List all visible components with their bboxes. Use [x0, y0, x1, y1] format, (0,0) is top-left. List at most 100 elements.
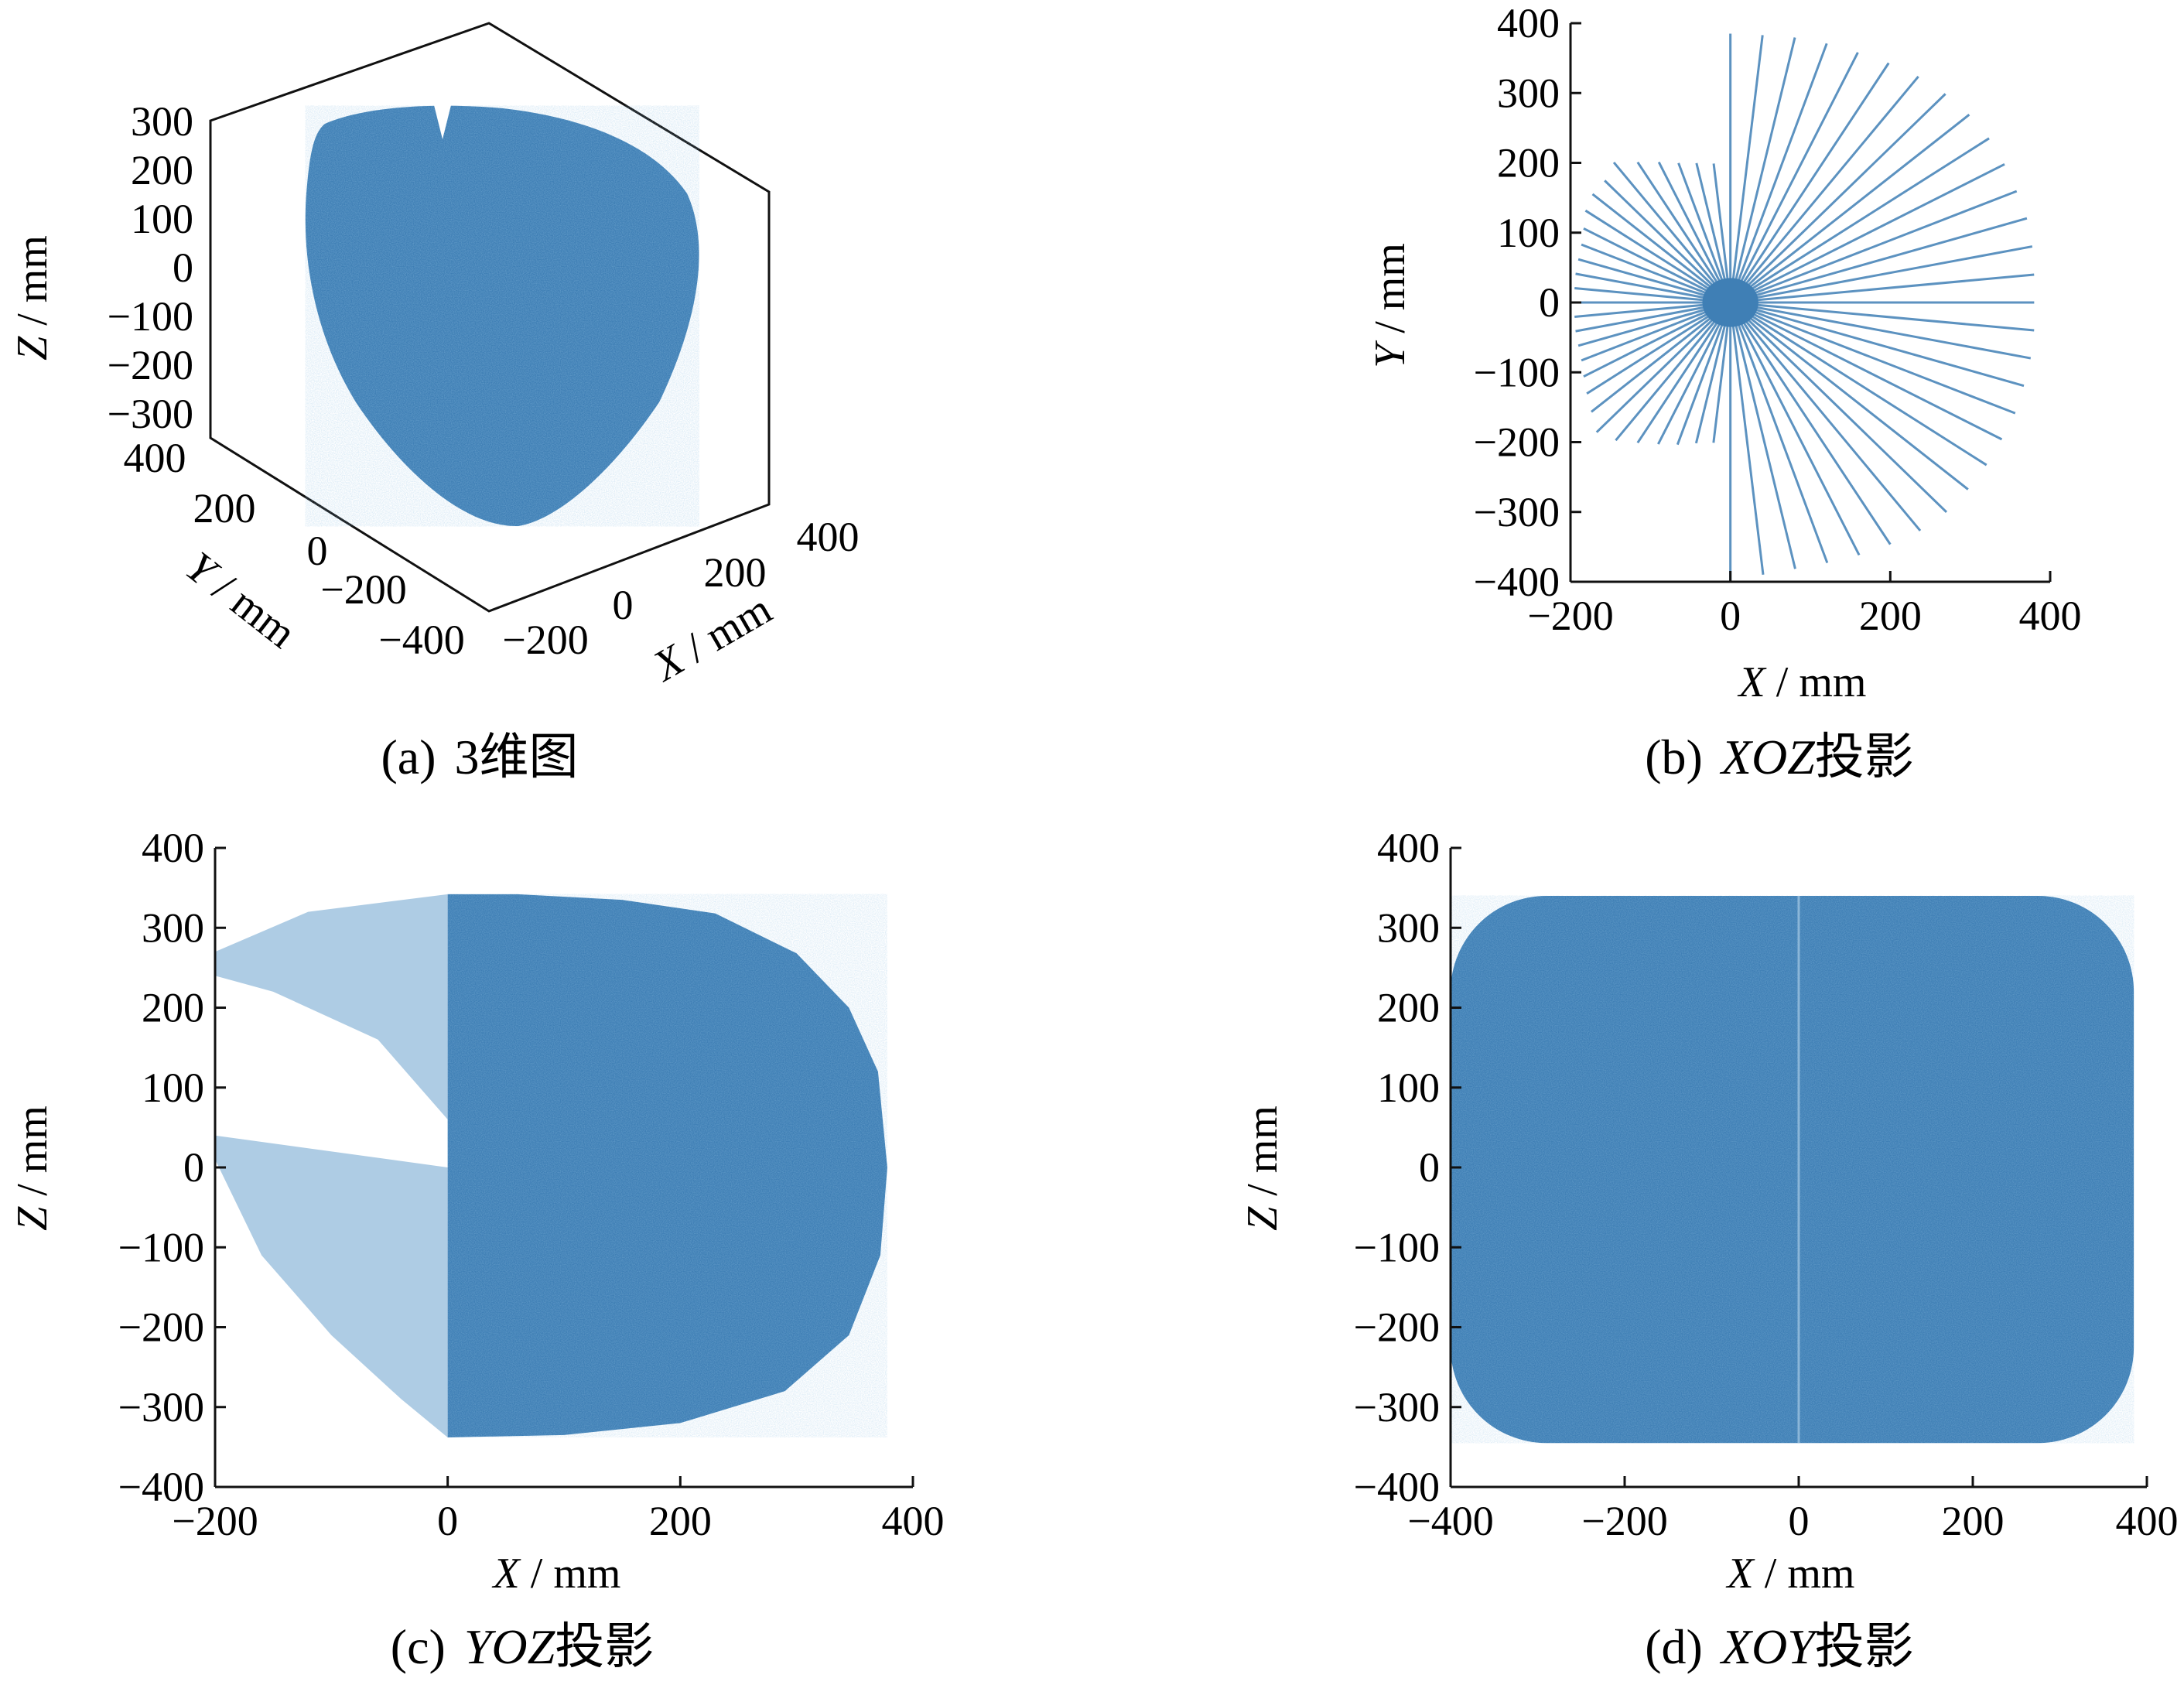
panel-a-y-tick-label: 400: [124, 435, 186, 481]
panel-b-ray: [1729, 301, 1948, 514]
panel-c-y-label: Z / mm: [9, 1106, 56, 1231]
panel-d-y-tick-label: −300: [1354, 1384, 1440, 1430]
panel-b-ray: [1729, 301, 2003, 441]
panel-a-notch: [433, 102, 452, 139]
panel-b-ray: [1730, 301, 2032, 360]
panel-a-y-tick-label: −400: [378, 617, 464, 663]
panel-b-ray: [1636, 161, 1731, 303]
panel-b-ray: [1584, 209, 1731, 304]
panel-b-plot-area: [1574, 33, 2035, 582]
panel-c-x-label: X / mm: [492, 1550, 621, 1598]
panel-c-x-tick-label: 0: [437, 1498, 458, 1544]
panel-b-ray: [1657, 302, 1732, 445]
panel-c-y-tick-label: 0: [183, 1144, 204, 1191]
panel-a-x-tick-label: 200: [704, 549, 767, 596]
panel-c-y-tick-label: −400: [118, 1464, 204, 1510]
panel-b-y-tick-label: −400: [1474, 559, 1560, 605]
panel-b-y-tick-label: 100: [1497, 210, 1560, 256]
panel-b-ray: [1729, 302, 1829, 563]
panel-d-y-tick-label: 400: [1377, 825, 1440, 871]
panel-a-y-tick-label: −200: [320, 566, 406, 613]
panel-c-x-tick-label: 400: [882, 1498, 945, 1544]
panel-b-ray: [1604, 179, 1731, 304]
panel-b-caption: (b) XOZ投影: [1645, 730, 1914, 784]
panel-d-y-tick-label: −100: [1354, 1224, 1440, 1270]
panel-b-ray: [1615, 302, 1731, 442]
panel-b-ray: [1583, 227, 1731, 304]
panel-b-ray: [1729, 162, 2005, 304]
panel-b-ray: [1729, 93, 1946, 304]
panel-c-x-tick-label: 200: [649, 1498, 712, 1544]
panel-b-ray: [1729, 302, 1765, 576]
panel-d-plot-area: [1451, 895, 2134, 1444]
panel-c-y-tick-label: 400: [142, 825, 204, 871]
panel-a-x-tick-label: −200: [502, 617, 588, 663]
panel-d-x-tick-label: −200: [1581, 1498, 1667, 1544]
panel-b-ray: [1729, 62, 1890, 303]
panel-b-y-tick-label: 400: [1497, 0, 1560, 46]
panel-b-ray: [1729, 137, 1990, 304]
panel-d-y-tick-label: 100: [1377, 1065, 1440, 1111]
panel-a-x-tick-label: 0: [613, 582, 634, 628]
panel-c-ticks: −200 0 200 400 −400 −300 −200 −100 0 100 200 300 400: [118, 825, 945, 1544]
panel-d-x-tick-label: 200: [1942, 1498, 2005, 1544]
panel-b-y-tick-label: 0: [1539, 279, 1560, 326]
panel-c-y-tick-label: −100: [118, 1224, 204, 1270]
panel-c-point-texture: [447, 894, 887, 1437]
panel-a-box: [209, 22, 771, 613]
panel-a-z-tick-label: 0: [173, 244, 193, 291]
panel-a-z-tick-label: −300: [108, 391, 193, 437]
panel-b-y-tick-label: −300: [1474, 489, 1560, 535]
panel-b-hub: [1702, 278, 1758, 327]
panel-c-plot-area: [215, 894, 887, 1437]
panel-b: −200 0 200 400 −400 −300 −200 −100 0 100 200 300 400…: [1366, 0, 2082, 784]
panel-b-ray: [1729, 302, 1922, 531]
panel-a-y-label: Y / mm: [176, 543, 305, 658]
panel-b-ray: [1729, 43, 1828, 303]
panel-d-y-tick-label: 0: [1419, 1144, 1440, 1191]
panel-b-ray: [1595, 301, 1731, 433]
panel-b-x-tick-label: −200: [1527, 593, 1613, 639]
panel-b-ray: [1657, 161, 1732, 303]
panel-b-ray: [1729, 302, 1892, 545]
panel-c-y-tick-label: 100: [142, 1065, 204, 1111]
panel-b-ray: [1729, 114, 1970, 304]
panel-c-y-tick-label: −300: [118, 1384, 204, 1430]
panel-c: −200 0 200 400 −400 −300 −200 −100 0 100 200 300 400…: [9, 825, 945, 1674]
panel-c-y-tick-label: 300: [142, 904, 204, 951]
panel-b-ray: [1586, 301, 1731, 395]
panel-b-ray: [1730, 217, 2028, 304]
panel-d-y-label: Z / mm: [1239, 1106, 1287, 1231]
panel-a-z-tick-label: −100: [108, 293, 193, 340]
panel-b-ray: [1730, 245, 2033, 304]
panel-a-caption: (a) 3维图: [381, 730, 578, 784]
panel-b-ray: [1591, 193, 1731, 304]
panel-b-ray: [1729, 52, 1859, 303]
panel-b-ray: [1730, 301, 2035, 332]
panel-b-ray: [1676, 302, 1732, 446]
panel-d-x-tick-label: 400: [2116, 1498, 2179, 1544]
panel-d-x-label: X / mm: [1726, 1550, 1855, 1598]
panel-d-y-tick-label: −200: [1354, 1304, 1440, 1351]
panel-d: −400 −200 0 200 400 −400 −300 −200 −100 0 100 200 30…: [1239, 825, 2179, 1674]
panel-d-point-texture: [1451, 895, 2134, 1444]
panel-b-ray: [1730, 301, 2025, 388]
panel-a-point-texture: [305, 105, 699, 527]
panel-a-z-tick-label: 200: [131, 147, 193, 193]
panel-c-sparse-region-top: [215, 894, 448, 1120]
panel-d-caption: (d) XOY投影: [1645, 1619, 1914, 1674]
panel-b-ray: [1729, 302, 1796, 569]
panel-b-ray: [1729, 301, 1987, 467]
panel-b-x-tick-label: 0: [1720, 593, 1741, 639]
panel-b-ray: [1729, 35, 1764, 303]
panel-b-ray: [1583, 301, 1731, 378]
panel-b-ray: [1729, 302, 1861, 556]
panel-b-ray: [1730, 273, 2035, 304]
panel-b-x-tick-label: 400: [2019, 593, 2082, 639]
panel-b-ticks: −200 0 200 400 −400 −300 −200 −100 0 100 200 300 400: [1474, 0, 2082, 639]
panel-a-z-tick-label: −200: [108, 342, 193, 388]
panel-d-ticks: −400 −200 0 200 400 −400 −300 −200 −100 0 100 200 30…: [1354, 825, 2179, 1544]
